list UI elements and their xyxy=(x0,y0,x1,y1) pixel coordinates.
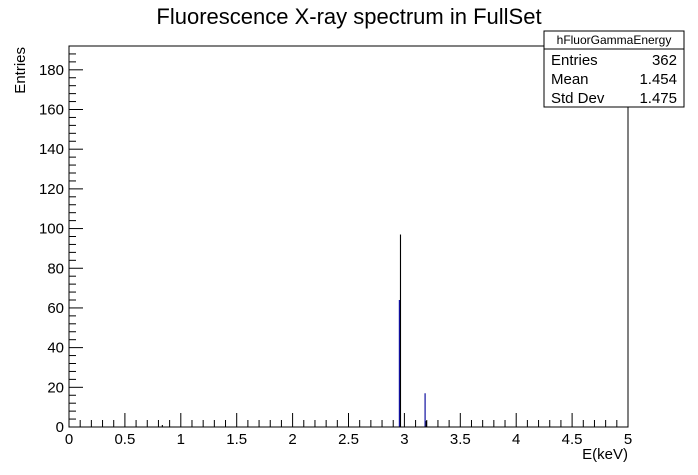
y-tick-label: 60 xyxy=(47,300,64,317)
x-tick-label: 3 xyxy=(400,431,408,448)
y-tick-label: 0 xyxy=(56,419,64,436)
x-tick-label: 0.5 xyxy=(114,431,135,448)
x-tick-label: 1 xyxy=(177,431,185,448)
y-axis: 0 20 40 60 80 100 120 140 160 180 xyxy=(39,45,83,436)
stats-stddev-value: 1.475 xyxy=(639,90,677,107)
y-tick-label: 180 xyxy=(39,62,64,79)
stats-box: hFluorGammaEnergy Entries 362 Mean 1.454… xyxy=(543,30,685,108)
histogram-bin xyxy=(424,393,426,427)
y-axis-label: Entries xyxy=(12,47,29,94)
y-tick-label: 120 xyxy=(39,181,64,198)
histogram-bin xyxy=(161,425,163,427)
stats-entries-label: Entries xyxy=(551,52,598,69)
x-axis: 0 0.5 1 1.5 2 2.5 3 3.5 4 4.5 5 xyxy=(65,413,632,448)
stats-histogram-name: hFluorGammaEnergy xyxy=(557,33,672,47)
stats-stddev-label: Std Dev xyxy=(551,90,605,107)
y-tick-label: 20 xyxy=(47,379,64,396)
stats-box-frame xyxy=(543,30,685,108)
x-tick-label: 5 xyxy=(624,431,632,448)
y-tick-label: 140 xyxy=(39,141,64,158)
y-tick-label: 100 xyxy=(39,221,64,238)
histogram-bins xyxy=(161,234,427,427)
histogram-bin xyxy=(398,300,400,427)
x-tick-label: 0 xyxy=(65,431,73,448)
y-tick-label: 160 xyxy=(39,102,64,119)
x-tick-label: 4.5 xyxy=(562,431,583,448)
stats-entries-value: 362 xyxy=(652,52,677,69)
stats-mean-value: 1.454 xyxy=(639,71,677,88)
x-axis-label: E(keV) xyxy=(582,446,628,463)
x-tick-label: 2.5 xyxy=(338,431,359,448)
histogram-bin xyxy=(425,421,427,427)
stats-mean-label: Mean xyxy=(551,71,589,88)
x-tick-label: 1.5 xyxy=(226,431,247,448)
y-tick-label: 80 xyxy=(47,260,64,277)
histogram-bin xyxy=(399,234,402,427)
x-tick-label: 4 xyxy=(512,431,520,448)
x-tick-label: 2 xyxy=(288,431,296,448)
y-tick-label: 40 xyxy=(47,340,64,357)
x-tick-label: 3.5 xyxy=(450,431,471,448)
chart-title: Fluorescence X-ray spectrum in FullSet xyxy=(156,4,541,29)
